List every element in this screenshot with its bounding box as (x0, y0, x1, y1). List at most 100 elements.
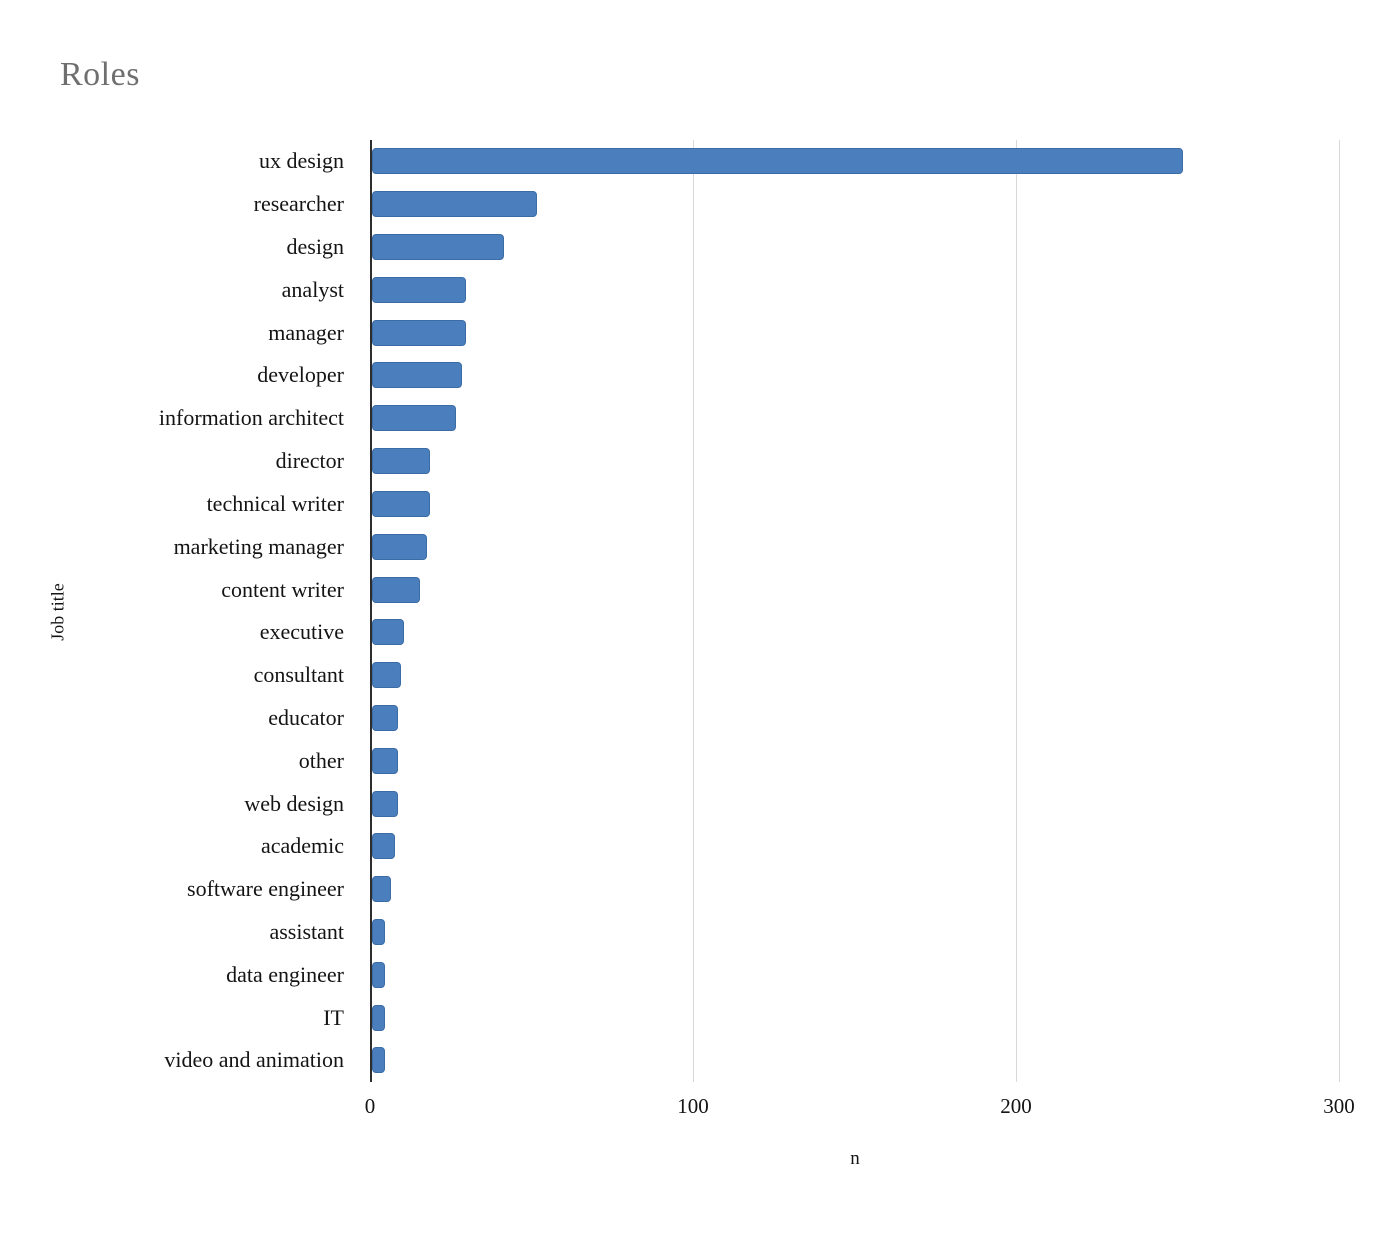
bar-row (370, 483, 1396, 526)
bar-row (370, 697, 1396, 740)
label-row: IT (0, 996, 356, 1039)
category-label: other (298, 747, 344, 773)
bar-marketing-manager (372, 533, 427, 560)
category-label: consultant (253, 662, 344, 688)
category-label: academic (260, 833, 344, 859)
bar-IT (372, 1004, 385, 1031)
bar-web-design (372, 790, 398, 817)
label-row: technical writer (0, 483, 356, 526)
gridline-200 (1016, 140, 1017, 1082)
category-label: educator (268, 704, 344, 730)
bar-other (372, 747, 398, 774)
bar-ux-design (372, 148, 1183, 175)
label-row: web design (0, 782, 356, 825)
bar-row (370, 525, 1396, 568)
category-label: technical writer (206, 490, 344, 516)
label-row: video and animation (0, 1039, 356, 1082)
bar-row (370, 397, 1396, 440)
x-axis-ticks: 0 100 200 300 (365, 1094, 1396, 1124)
bar-row (370, 782, 1396, 825)
bar-developer (372, 362, 463, 389)
chart-title: Roles (60, 56, 140, 93)
x-axis-label: n (850, 1148, 860, 1169)
bar-row (370, 140, 1396, 183)
category-labels: ux design researcher design analyst manager d… (0, 140, 356, 1082)
bar-director (372, 448, 431, 475)
label-row: marketing manager (0, 525, 356, 568)
bar-row (370, 825, 1396, 868)
category-label: software engineer (187, 876, 344, 902)
bar-row (370, 654, 1396, 697)
plot-area (370, 140, 1396, 1082)
bar-row (370, 1039, 1396, 1082)
label-row: software engineer (0, 868, 356, 911)
bar-row (370, 611, 1396, 654)
bar-row (370, 268, 1396, 311)
bar-row (370, 739, 1396, 782)
bar-row (370, 354, 1396, 397)
category-label: content writer (221, 576, 344, 602)
label-row: consultant (0, 654, 356, 697)
category-label: video and animation (164, 1047, 344, 1073)
category-label: information architect (158, 405, 344, 431)
x-tick-label-0: 0 (364, 1094, 376, 1118)
bar-row (370, 996, 1396, 1039)
category-label: researcher (253, 191, 344, 217)
category-label: director (275, 448, 344, 474)
bar-row (370, 568, 1396, 611)
label-row: data engineer (0, 953, 356, 996)
bar-design (372, 234, 505, 261)
y-axis-line (370, 140, 372, 1082)
gridline-300 (1339, 140, 1340, 1082)
label-row: other (0, 739, 356, 782)
bar-rows (370, 140, 1396, 1082)
label-row: academic (0, 825, 356, 868)
bar-content-writer (372, 576, 421, 603)
x-tick-label-200: 200 (1000, 1094, 1032, 1118)
category-label: design (286, 234, 344, 260)
bar-data-engineer (372, 961, 385, 988)
bar-row (370, 868, 1396, 911)
category-label: data engineer (226, 961, 344, 987)
label-row: information architect (0, 397, 356, 440)
label-row: manager (0, 311, 356, 354)
bar-manager (372, 319, 466, 346)
bar-row (370, 183, 1396, 226)
label-row: executive (0, 611, 356, 654)
gridline-100 (693, 140, 694, 1082)
bar-row (370, 311, 1396, 354)
category-label: ux design (259, 148, 344, 174)
category-label: developer (257, 362, 344, 388)
bar-technical-writer (372, 490, 431, 517)
x-tick-label-100: 100 (677, 1094, 709, 1118)
bar-executive (372, 619, 405, 646)
bar-row (370, 226, 1396, 269)
bar-software-engineer (372, 876, 392, 903)
category-label: web design (244, 790, 344, 816)
bar-row (370, 911, 1396, 954)
bar-assistant (372, 919, 385, 946)
label-row: assistant (0, 911, 356, 954)
label-row: developer (0, 354, 356, 397)
bar-educator (372, 704, 398, 731)
label-row: content writer (0, 568, 356, 611)
label-row: researcher (0, 183, 356, 226)
bar-academic (372, 833, 395, 860)
category-label: marketing manager (173, 533, 344, 559)
category-label: IT (323, 1004, 344, 1030)
bar-video-and-animation (372, 1047, 385, 1074)
bar-row (370, 953, 1396, 996)
category-label: executive (259, 619, 344, 645)
bar-row (370, 440, 1396, 483)
bar-consultant (372, 662, 402, 689)
label-row: ux design (0, 140, 356, 183)
y-axis-label: Job title (47, 583, 68, 641)
label-row: director (0, 440, 356, 483)
label-row: analyst (0, 268, 356, 311)
bar-information-architect (372, 405, 456, 432)
label-row: educator (0, 697, 356, 740)
bar-analyst (372, 276, 466, 303)
label-row: design (0, 226, 356, 269)
category-label: analyst (281, 276, 344, 302)
